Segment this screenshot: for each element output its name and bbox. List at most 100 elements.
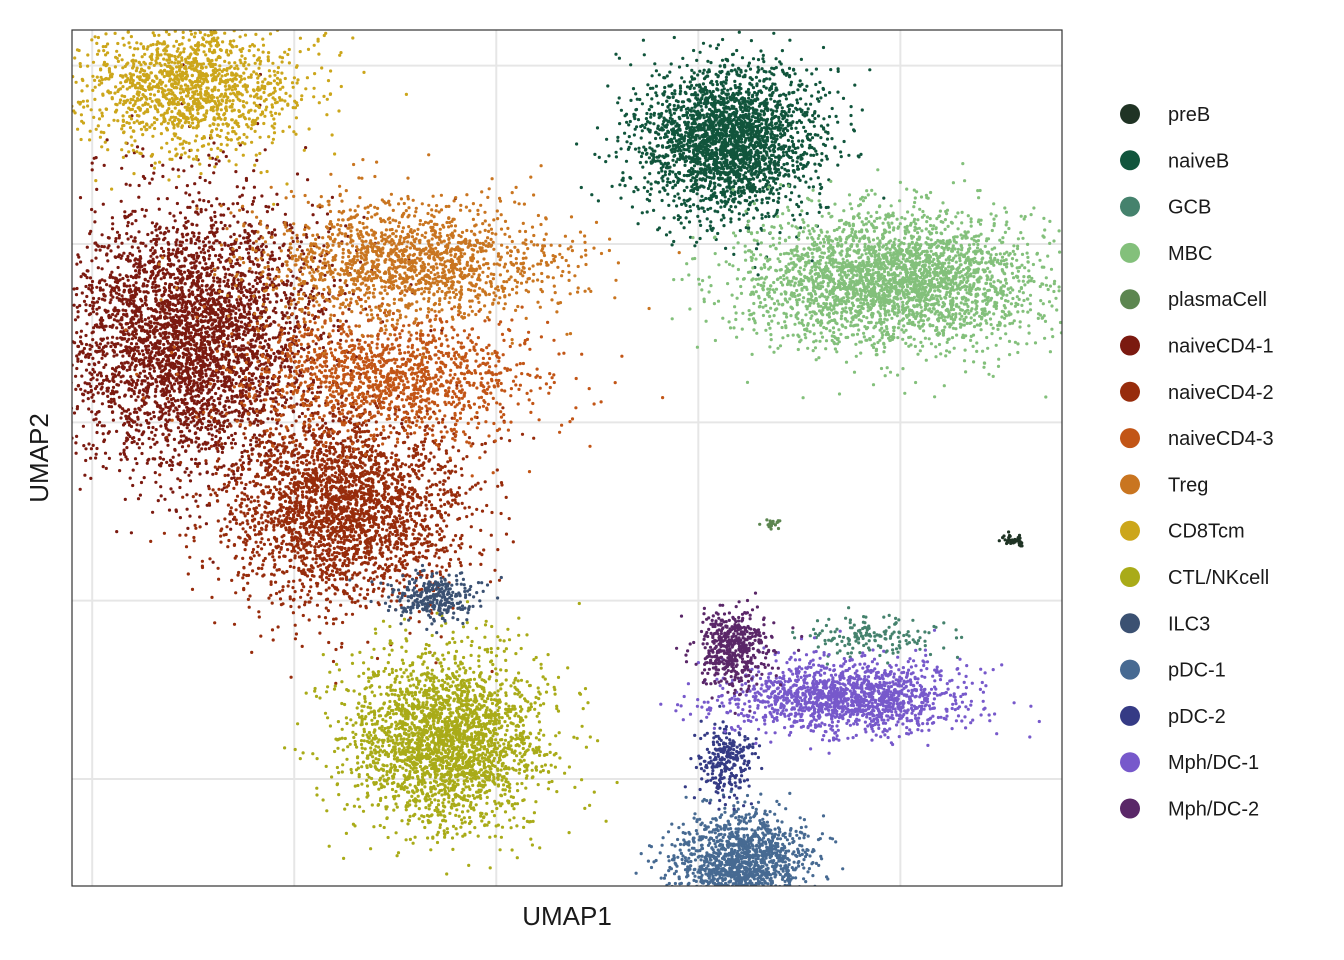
scatter-point: [1026, 260, 1029, 263]
scatter-point: [861, 196, 864, 199]
scatter-point: [787, 139, 790, 142]
scatter-point: [751, 78, 754, 81]
scatter-point: [828, 115, 831, 118]
scatter-point: [625, 140, 628, 143]
scatter-point: [936, 333, 939, 336]
scatter-point: [822, 117, 825, 120]
scatter-point: [827, 212, 830, 215]
scatter-point: [739, 106, 742, 109]
scatter-point: [643, 186, 646, 189]
scatter-point: [741, 312, 744, 315]
scatter-point: [844, 326, 847, 329]
scatter-point: [657, 113, 660, 116]
scatter-point: [894, 617, 897, 620]
scatter-point: [818, 163, 821, 166]
scatter-point: [789, 257, 792, 260]
scatter-point: [755, 76, 758, 79]
scatter-point: [827, 206, 830, 209]
scatter-point: [709, 126, 712, 129]
scatter-point: [873, 220, 876, 223]
scatter-point: [821, 336, 824, 339]
scatter-point: [777, 197, 780, 200]
scatter-point: [782, 147, 785, 150]
scatter-point: [828, 91, 831, 94]
scatter-point: [685, 155, 688, 158]
scatter-point: [679, 84, 682, 87]
scatter-point: [784, 270, 787, 273]
scatter-point: [643, 53, 646, 56]
scatter-point: [672, 199, 675, 202]
scatter-point: [992, 202, 995, 205]
scatter-point: [656, 145, 659, 148]
scatter-point: [791, 224, 794, 227]
scatter-point: [700, 206, 703, 209]
scatter-point: [700, 105, 703, 108]
scatter-point: [817, 90, 820, 93]
scatter-point: [875, 349, 878, 352]
scatter-point: [949, 292, 952, 295]
scatter-point: [821, 308, 824, 311]
scatter-point: [762, 60, 765, 63]
scatter-point: [934, 312, 937, 315]
scatter-point: [666, 154, 669, 157]
scatter-point: [759, 145, 762, 148]
scatter-point: [748, 178, 751, 181]
scatter-point: [794, 127, 797, 130]
scatter-point: [661, 179, 664, 182]
scatter-point: [951, 297, 954, 300]
scatter-point: [1086, 255, 1089, 258]
scatter-point: [686, 123, 689, 126]
scatter-point: [819, 255, 822, 258]
scatter-point: [692, 152, 695, 155]
scatter-point: [764, 157, 767, 160]
scatter-point: [695, 134, 698, 137]
scatter-point: [783, 168, 786, 171]
scatter-point: [688, 220, 691, 223]
scatter-point: [827, 618, 830, 621]
scatter-point: [707, 148, 710, 151]
scatter-point: [882, 616, 885, 619]
scatter-point: [710, 110, 713, 113]
scatter-point: [837, 328, 840, 331]
scatter-point: [864, 616, 867, 619]
scatter-point: [672, 132, 675, 135]
scatter-point: [924, 275, 927, 278]
scatter-point: [913, 201, 916, 204]
scatter-point: [820, 159, 823, 162]
scatter-point: [731, 53, 734, 56]
scatter-point: [1117, 246, 1120, 249]
scatter-point: [734, 99, 737, 102]
scatter-point: [684, 160, 687, 163]
scatter-point: [878, 654, 881, 657]
scatter-point: [957, 291, 960, 294]
scatter-point: [960, 221, 963, 224]
scatter-point: [944, 228, 947, 231]
scatter-point: [769, 167, 772, 170]
scatter-point: [1049, 350, 1052, 353]
scatter-point: [638, 150, 641, 153]
scatter-point: [789, 314, 792, 317]
scatter-point: [1026, 311, 1029, 314]
scatter-point: [955, 297, 958, 300]
scatter-point: [899, 222, 902, 225]
scatter-point: [728, 320, 731, 323]
scatter-point: [772, 281, 775, 284]
scatter-point: [1012, 276, 1015, 279]
scatter-point: [991, 248, 994, 251]
scatter-point: [1034, 341, 1037, 344]
scatter-point: [697, 102, 700, 105]
scatter-point: [756, 97, 759, 100]
scatter-point: [735, 110, 738, 113]
scatter-point: [796, 131, 799, 134]
scatter-point: [700, 195, 703, 198]
scatter-point: [625, 121, 628, 124]
scatter-point: [683, 226, 686, 229]
scatter-point: [724, 142, 727, 145]
scatter-point: [818, 234, 821, 237]
scatter-point: [709, 156, 712, 159]
scatter-point: [954, 215, 957, 218]
scatter-point: [813, 332, 816, 335]
scatter-point: [847, 606, 850, 609]
scatter-point: [621, 171, 624, 174]
scatter-point: [812, 189, 815, 192]
